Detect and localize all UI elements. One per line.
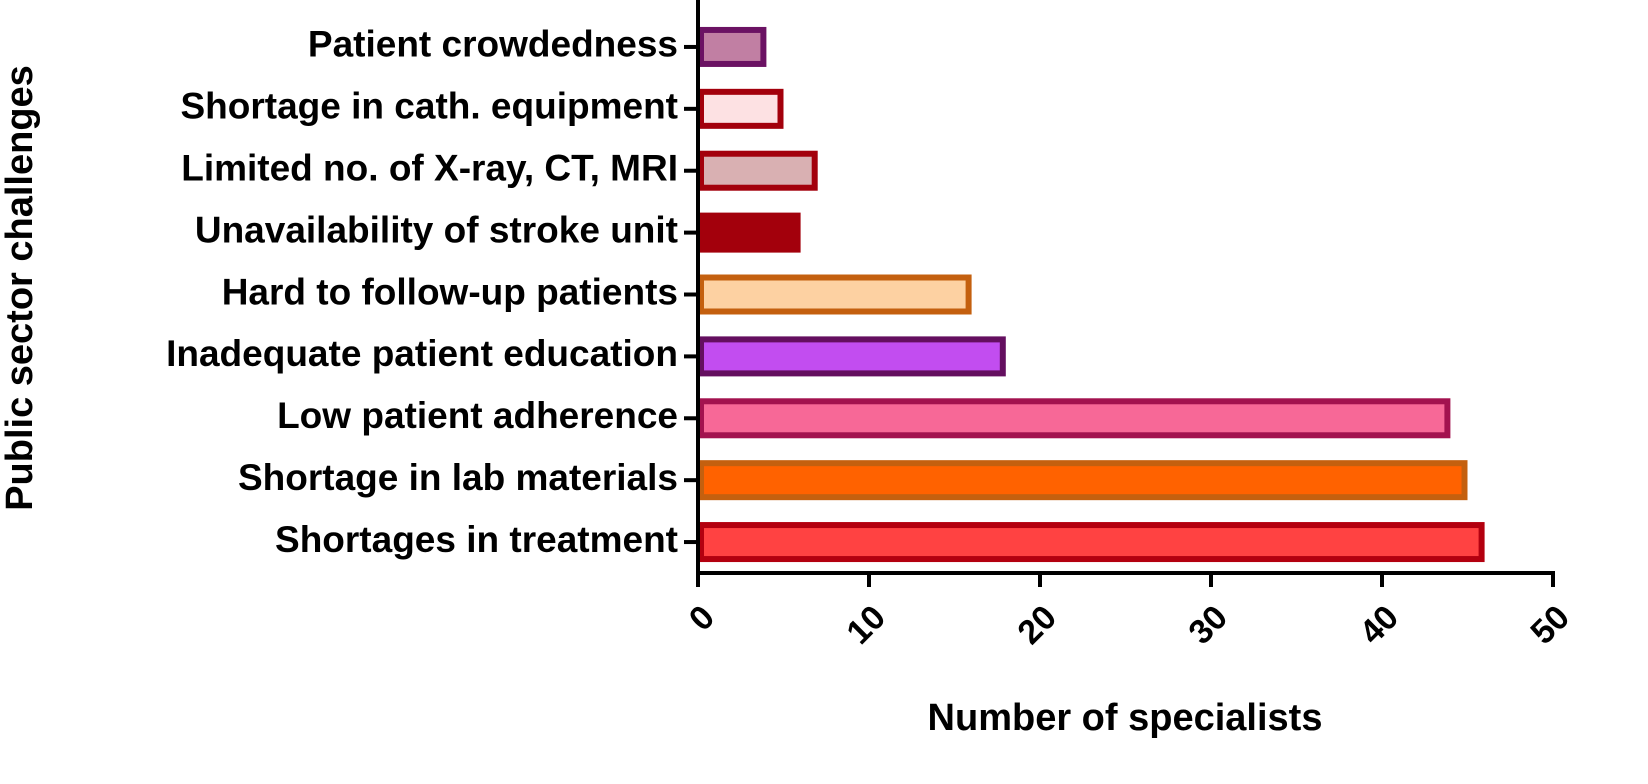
y-tick-label: Inadequate patient education xyxy=(166,333,678,374)
y-tick-label: Limited no. of X-ray, CT, MRI xyxy=(181,148,678,189)
bar xyxy=(698,212,801,253)
x-tick-label: 50 xyxy=(1523,598,1577,652)
bar xyxy=(698,460,1468,501)
bar xyxy=(698,26,767,67)
y-tick-label: Patient crowdedness xyxy=(308,24,678,65)
y-axis-title: Public sector challenges xyxy=(0,65,41,511)
y-tick-label: Low patient adherence xyxy=(277,395,678,436)
y-tick-label: Unavailability of stroke unit xyxy=(195,209,678,250)
bar xyxy=(698,274,972,315)
x-tick-label: 20 xyxy=(1010,598,1064,652)
y-tick-label: Shortages in treatment xyxy=(275,519,678,560)
x-axis-title: Number of specialists xyxy=(928,697,1323,739)
bar xyxy=(698,88,784,129)
bar xyxy=(698,398,1451,439)
x-tick-label: 30 xyxy=(1181,598,1235,652)
y-tick-label: Hard to follow-up patients xyxy=(222,271,678,312)
y-tick-label: Shortage in cath. equipment xyxy=(181,86,679,127)
x-tick-label: 0 xyxy=(682,598,722,638)
x-tick-label: 10 xyxy=(839,598,893,652)
x-tick-label: 40 xyxy=(1352,598,1406,652)
y-tick-label: Shortage in lab materials xyxy=(238,457,678,498)
bar xyxy=(698,150,818,191)
bar xyxy=(698,522,1485,563)
bar xyxy=(698,336,1006,377)
